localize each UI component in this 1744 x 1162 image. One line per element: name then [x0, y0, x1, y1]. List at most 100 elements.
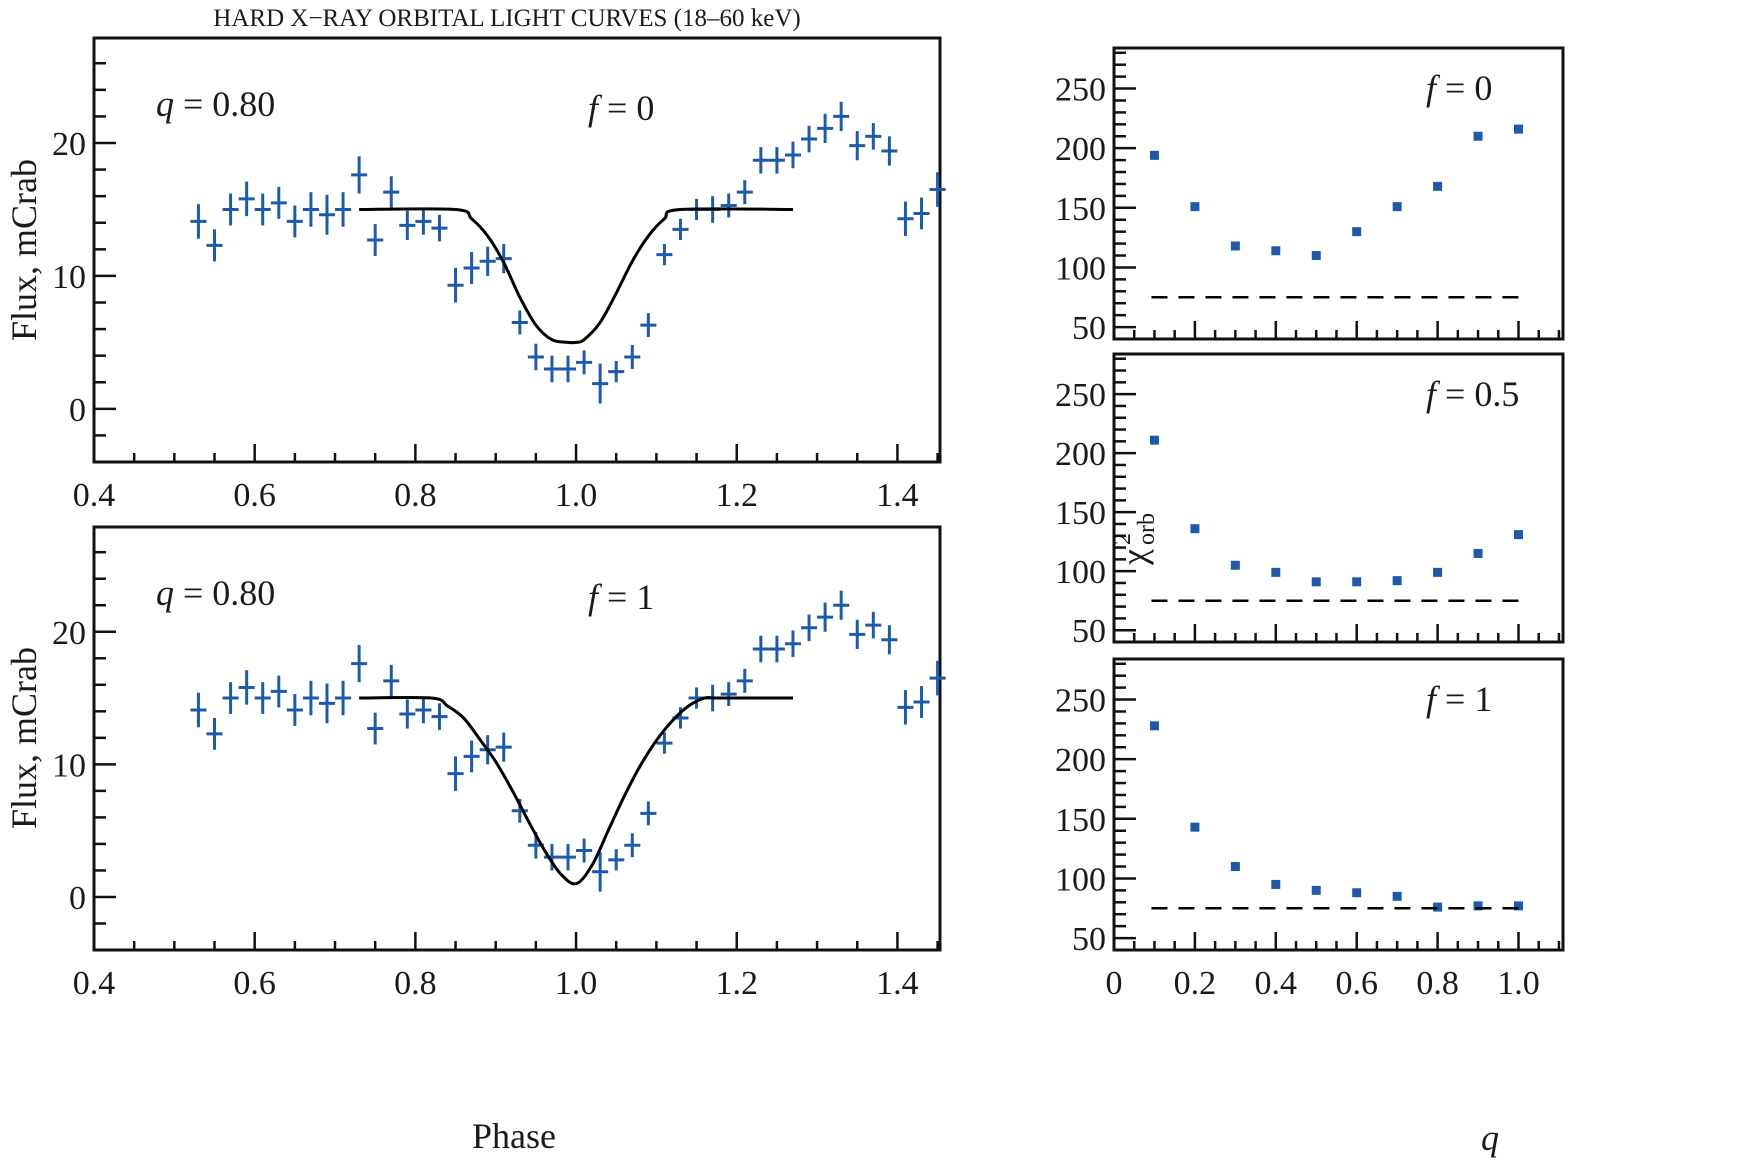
x-tick-label: 1.4	[876, 965, 919, 1002]
annotation-value: = 0.5	[1436, 374, 1519, 414]
plot-frame	[1112, 657, 1565, 952]
panel-chi_f1: 50 100 150 200 250 0 0.2 0.4 0.6 0.8 1.0 f = 1	[1055, 657, 1565, 1002]
annotation-f: f = 0.5	[1426, 374, 1519, 414]
chi2-point	[1392, 202, 1402, 212]
y-tick-label: 20	[52, 615, 86, 652]
x-tick-label: 1.2	[715, 965, 758, 1002]
x-tick-label: 0.4	[1255, 965, 1298, 1002]
chi2-point	[1392, 891, 1402, 901]
chi2-point	[1190, 202, 1200, 212]
chi2-point	[1392, 576, 1402, 586]
y-tick-label: 100	[1055, 861, 1106, 898]
annotation-f: f = 1	[1426, 679, 1492, 719]
annotation-q: q = 0.80	[156, 84, 275, 124]
x-axis-title-q: q	[1481, 1118, 1499, 1158]
chi2-point	[1433, 567, 1443, 577]
y-tick-label: 150	[1055, 495, 1106, 532]
chi2-point	[1230, 862, 1240, 872]
chi2-point	[1473, 548, 1483, 558]
y-axis-title-chi2: χ 2 orb	[1110, 513, 1160, 566]
chi2-point	[1271, 246, 1281, 256]
x-tick-label: 1.0	[1497, 965, 1540, 1002]
y-tick-label: 20	[52, 126, 86, 163]
y-tick-label: 250	[1055, 72, 1106, 109]
plot-frame	[1112, 46, 1565, 341]
chi2-point	[1352, 227, 1362, 237]
chi2-point	[1311, 577, 1321, 587]
y-tick-label: 200	[1055, 131, 1106, 168]
y-tick-label: 200	[1055, 436, 1106, 473]
x-tick-label: 0.8	[394, 965, 437, 1002]
chi2-point	[1473, 131, 1483, 141]
y-tick-label: 200	[1055, 742, 1106, 779]
annotation-var: q	[156, 573, 174, 613]
panel-chi_f0: 50 100 150 200 250 f = 0	[1055, 46, 1565, 347]
y-tick-label: 10	[52, 259, 86, 296]
y-tick-label: 100	[1055, 554, 1106, 591]
y-tick-label: 0	[69, 392, 86, 429]
annotation-var: q	[156, 84, 174, 124]
annotation-value: = 0	[1436, 68, 1492, 108]
annotation-value: = 0	[598, 88, 654, 128]
annotation-value: = 1	[1436, 679, 1492, 719]
y-tick-label: 50	[1072, 921, 1106, 958]
chi2-point	[1271, 567, 1281, 577]
y-tick-label: 100	[1055, 250, 1106, 287]
chi-symbol: χ	[1114, 549, 1154, 566]
chi2-point	[1352, 577, 1362, 587]
x-tick-label: 1.0	[555, 477, 598, 514]
x-tick-label: 1.0	[555, 965, 598, 1002]
chi2-point	[1271, 879, 1281, 889]
y-tick-label: 50	[1072, 613, 1106, 650]
x-tick-label: 0.6	[233, 477, 276, 514]
y-tick-label: 250	[1055, 683, 1106, 720]
chi2-point	[1311, 251, 1321, 261]
annotation-f: f = 1	[588, 577, 654, 617]
annotation-q: q = 0.80	[156, 573, 275, 613]
annotation-value: = 0.80	[174, 573, 275, 613]
y-axis-title-bottom: Flux, mCrab	[4, 647, 44, 829]
x-tick-label: 0.2	[1174, 965, 1217, 1002]
panel-lc_f0: 0 10 20 0.4 0.6 0.8 1.0 1.2 1.4 q = 0.80 f = 0	[52, 36, 946, 514]
chi2-point	[1352, 888, 1362, 898]
annotation-value: = 1	[598, 577, 654, 617]
figure-title: HARD X−RAY ORBITAL LIGHT CURVES (18–60 k…	[213, 5, 800, 32]
x-tick-label: 0.6	[1335, 965, 1378, 1002]
y-tick-label: 150	[1055, 802, 1106, 839]
x-tick-label: 0.8	[394, 477, 437, 514]
chi-subscript: orb	[1134, 513, 1160, 545]
annotation-value: = 0.80	[174, 84, 275, 124]
model-curve	[359, 207, 793, 345]
x-tick-label: 1.4	[876, 477, 919, 514]
panel-chi_f05: 50 100 150 200 250 f = 0.5	[1055, 352, 1565, 650]
annotation-f: f = 0	[1426, 68, 1492, 108]
y-tick-label: 10	[52, 747, 86, 784]
x-tick-label: 1.2	[715, 477, 758, 514]
x-tick-label: 0.4	[73, 477, 116, 514]
x-tick-label: 0.6	[233, 965, 276, 1002]
chi2-point	[1433, 181, 1443, 191]
y-tick-label: 50	[1072, 310, 1106, 347]
y-tick-label: 0	[69, 880, 86, 917]
y-tick-label: 250	[1055, 377, 1106, 414]
panel-lc_f1: 0 10 20 0.4 0.6 0.8 1.0 1.2 1.4 q = 0.80 f = 1	[52, 525, 946, 1002]
x-tick-label: 0.8	[1416, 965, 1459, 1002]
chi2-point	[1230, 560, 1240, 570]
chi2-point	[1514, 124, 1524, 134]
chi2-point	[1311, 885, 1321, 895]
chi2-point	[1514, 901, 1524, 911]
x-tick-label: 0	[1106, 965, 1123, 1002]
chi2-point	[1230, 241, 1240, 251]
x-axis-title-phase: Phase	[472, 1116, 556, 1156]
chi2-point	[1473, 901, 1483, 911]
chi2-point	[1149, 721, 1159, 731]
chi2-point	[1514, 530, 1524, 540]
y-axis-title-top: Flux, mCrab	[4, 159, 44, 341]
y-tick-label: 150	[1055, 191, 1106, 228]
chi2-point	[1149, 150, 1159, 160]
annotation-f: f = 0	[588, 88, 654, 128]
chi2-point	[1433, 902, 1443, 912]
chi2-point	[1190, 822, 1200, 832]
chi2-point	[1190, 524, 1200, 534]
